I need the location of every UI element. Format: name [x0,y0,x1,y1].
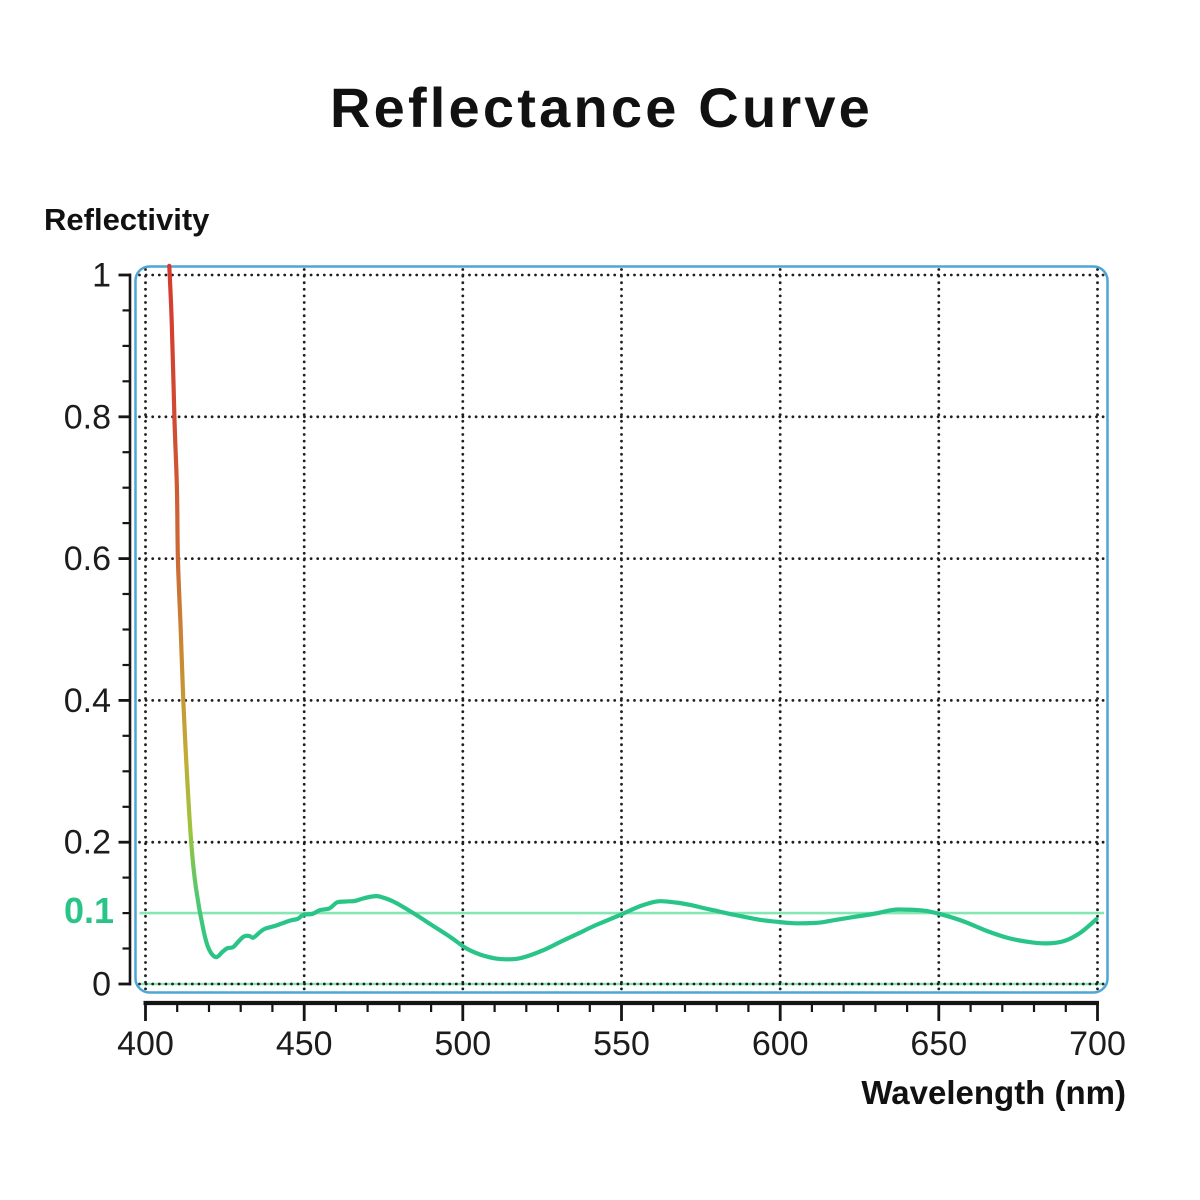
svg-text:0.1: 0.1 [64,890,114,931]
svg-text:500: 500 [434,1025,491,1063]
svg-text:550: 550 [593,1025,650,1063]
svg-text:0.2: 0.2 [64,824,111,862]
svg-text:1: 1 [92,257,111,295]
svg-text:Reflectivity: Reflectivity [44,202,210,237]
svg-text:700: 700 [1069,1025,1126,1063]
svg-text:650: 650 [910,1025,967,1063]
svg-text:Wavelength (nm): Wavelength (nm) [861,1074,1126,1111]
svg-text:0.8: 0.8 [64,398,111,436]
svg-text:400: 400 [117,1025,174,1063]
svg-text:450: 450 [276,1025,333,1063]
svg-text:0.6: 0.6 [64,540,111,578]
svg-text:Reflectance Curve: Reflectance Curve [330,76,873,139]
svg-text:0.4: 0.4 [64,682,111,720]
svg-text:600: 600 [752,1025,809,1063]
svg-text:0: 0 [92,966,111,1004]
